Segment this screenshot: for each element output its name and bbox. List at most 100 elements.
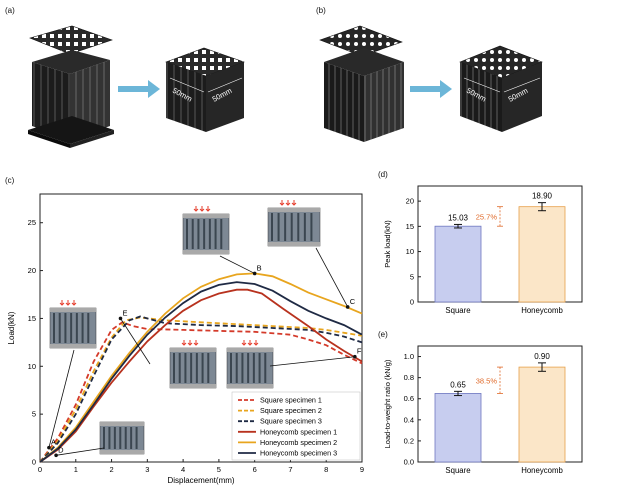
y-tick-label: 0.6 <box>404 394 414 403</box>
photo-column <box>58 313 61 343</box>
callout-line <box>56 447 105 456</box>
load-arrow-icon <box>193 206 199 212</box>
x-tick-label: 7 <box>288 465 292 474</box>
legend-label: Honeycomb specimen 1 <box>260 427 337 436</box>
y-tick-label: 0 <box>32 458 36 467</box>
photo-column <box>75 313 78 343</box>
load-arrow-icon <box>187 340 193 346</box>
series-line <box>39 315 363 463</box>
panel-a-label: (a) <box>5 6 15 15</box>
photo-column <box>173 353 175 383</box>
photo-column <box>220 219 223 249</box>
assembled-square-cube <box>165 47 245 132</box>
photo-column <box>203 219 206 249</box>
photo-column <box>103 427 105 449</box>
x-tick-label: 2 <box>109 465 113 474</box>
callout-line <box>120 318 151 365</box>
point-label: C <box>350 297 356 306</box>
gap-annotation: 38.5% <box>476 376 498 385</box>
photo-column <box>297 213 300 241</box>
bar <box>434 225 482 303</box>
photo-column <box>247 353 250 383</box>
callout-line <box>269 356 355 367</box>
photo-column <box>241 353 244 383</box>
load-arrow-icon <box>71 300 77 306</box>
legend-label: Square specimen 2 <box>260 406 322 415</box>
y-tick-label: 20 <box>28 266 36 275</box>
specimen-photo-inset <box>182 213 230 255</box>
y-tick-label: 25 <box>28 218 36 227</box>
photo-column <box>284 213 287 241</box>
plot-frame <box>417 185 583 303</box>
callout-line <box>219 255 255 274</box>
photo-column <box>64 313 67 343</box>
panel-b-label: (b) <box>316 6 326 15</box>
photo-plate-top <box>268 208 320 212</box>
photo-column <box>201 353 204 383</box>
point-label: B <box>257 263 262 272</box>
photo-plate-bottom <box>170 384 216 388</box>
y-tick-label: 0 <box>410 298 414 307</box>
x-tick-label: 4 <box>181 465 185 474</box>
specimen-photo-inset <box>169 347 217 389</box>
load-arrow-icon <box>279 200 285 206</box>
y-tick-label: 1.0 <box>404 352 414 361</box>
specimen-photo-inset <box>99 421 145 455</box>
data-label: 0.65 <box>450 380 466 389</box>
photo-plate-bottom <box>183 250 229 254</box>
series-line <box>39 288 363 463</box>
y-tick-label: 10 <box>28 362 36 371</box>
photo-plate-bottom <box>227 384 273 388</box>
panel-a-illustration: 50mm 50mm <box>28 25 245 148</box>
photo-column <box>214 219 217 249</box>
photo-column <box>271 213 273 241</box>
photo-plate-top <box>100 422 144 426</box>
load-arrow-icon <box>65 300 71 306</box>
panel-c-label: (c) <box>5 176 15 185</box>
data-label: 15.03 <box>448 213 469 222</box>
photo-column <box>290 213 293 241</box>
y-tick-label: 20 <box>406 197 414 206</box>
plot-frame <box>39 193 363 463</box>
legend-box <box>231 391 361 461</box>
legend-label: Honeycomb specimen 3 <box>260 449 337 458</box>
load-arrow-icon <box>247 340 253 346</box>
x-tick-label: 3 <box>145 465 149 474</box>
exploded-square-assembly <box>28 25 114 148</box>
load-arrow-icon <box>285 200 291 206</box>
y-tick-label: 15 <box>28 314 36 323</box>
load-arrow-icon <box>205 206 211 212</box>
photo-column <box>130 427 133 449</box>
x-tick-label: 8 <box>324 465 328 474</box>
load-arrow-icon <box>291 200 297 206</box>
point-marker <box>353 354 357 359</box>
photo-column <box>191 219 194 249</box>
photo-column <box>53 313 55 343</box>
load-displacement-chart: 0 1 2 3 4 5 6 7 8 9 0 5 10 15 20 25 Displacement(mm) Load… <box>7 193 364 485</box>
photo-column <box>184 353 187 383</box>
load-arrow-icon <box>253 340 259 346</box>
specimen-photo-inset <box>49 307 97 349</box>
peak-load-bar-chart: 0 5 10 15 20 Peak load(kN) 15.03 Square 18.90 Hon… <box>383 185 583 315</box>
load-to-weight-bar-chart: 0.0 0.2 0.4 0.6 0.8 1.0 Load-to-weight ratio (… <box>383 345 583 475</box>
photo-column <box>124 427 127 449</box>
x-tick-label: Honeycomb <box>521 306 563 315</box>
x-tick-label: 0 <box>38 465 42 474</box>
photo-plate-bottom <box>268 242 320 246</box>
load-arrow-icon <box>199 206 205 212</box>
photo-column <box>207 353 210 383</box>
y-tick-label: 5 <box>410 272 414 281</box>
callout-line <box>48 349 75 448</box>
legend-label: Square specimen 3 <box>260 417 322 426</box>
panel-e-label: (e) <box>378 330 388 339</box>
plot-frame <box>417 345 583 463</box>
gap-annotation: 25.7% <box>476 212 498 221</box>
y-tick-label: 0.8 <box>404 373 414 382</box>
photo-column <box>87 313 90 343</box>
assembly-arrow-a <box>118 80 160 98</box>
load-arrow-icon <box>241 340 247 346</box>
series-line <box>39 272 363 463</box>
specimen-photo-inset <box>226 347 274 389</box>
y-tick-label: 0.0 <box>404 458 414 467</box>
